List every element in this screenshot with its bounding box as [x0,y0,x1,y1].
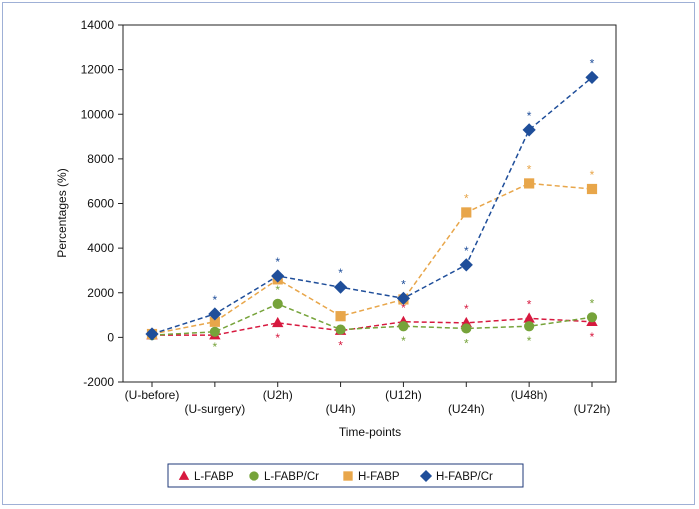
y-tick-label: -2000 [83,375,114,389]
significance-mark: * [275,283,280,297]
significance-mark: * [213,293,218,307]
significance-mark: * [527,162,532,176]
legend-marker [249,471,259,481]
significance-mark: * [590,56,595,70]
data-point [524,321,535,332]
data-point [272,298,283,310]
legend-label: L-FABP/Cr [264,471,319,483]
x-tick-label: (U48h) [511,388,548,402]
y-axis-title: Percentages (%) [55,168,69,257]
x-tick-label: (U12h) [385,388,422,402]
x-tick-label: (U-surgery) [185,402,246,416]
legend-label: H-FABP/Cr [436,471,493,483]
series-h-fabp-cr: * * * * * * * [145,56,599,341]
significance-mark: * [527,334,532,348]
x-tick-label: (U-before) [125,388,180,402]
series-line [152,317,593,336]
y-tick-label: 12000 [81,63,115,77]
data-point [209,316,220,327]
significance-mark: * [590,296,595,310]
data-point [145,327,159,341]
series-line [151,182,593,335]
series-line [151,303,593,336]
data-point [271,269,285,283]
y-tick-label: 4000 [87,241,114,255]
significance-mark: * [338,266,343,280]
significance-mark: * [338,339,343,353]
legend: L-FABP L-FABP/Cr H-FABP H-FABP/Cr [167,463,524,488]
data-point [461,207,472,218]
data-point [335,311,346,322]
significance-mark: * [590,330,595,344]
significance-mark: * [464,191,469,205]
data-point [522,123,536,137]
data-point [586,312,598,323]
significance-mark: * [464,244,469,258]
series-l-fabp-cr: * * * * * * * [146,283,598,354]
data-point [398,321,409,332]
significance-mark: * [401,334,406,348]
y-tick-label: 14000 [81,18,115,32]
x-tick-label: (U24h) [448,402,485,416]
legend-marker [419,469,433,483]
significance-mark: * [275,331,280,345]
data-point [335,324,346,335]
data-point [523,312,535,323]
x-tick-label: (U72h) [574,402,611,416]
legend-marker [343,471,353,481]
data-point [333,280,348,294]
data-point [585,70,599,85]
legend-marker [178,470,190,480]
y-tick-label: 0 [107,330,114,344]
data-point [461,323,472,334]
significance-mark: * [464,302,469,316]
x-tick-label: (U2h) [263,388,293,402]
chart-frame [2,2,695,505]
data-point [586,183,598,195]
y-tick-label: 10000 [81,107,115,121]
legend-label: H-FABP [358,471,400,483]
data-point [208,307,222,321]
significance-mark: * [527,109,532,123]
data-point [459,258,473,272]
data-point [524,178,535,189]
x-axis-title: Time-points [339,425,401,439]
y-tick-label: 6000 [87,197,114,211]
significance-mark: * [275,255,280,269]
significance-mark: * [213,340,218,354]
significance-mark: * [464,336,469,350]
y-tick-label: 2000 [87,286,114,300]
legend-label: L-FABP [194,471,234,483]
data-point [396,291,411,305]
x-tick-label: (U4h) [326,402,356,416]
significance-mark: * [401,301,406,315]
data-point [209,326,220,337]
y-tick-label: 8000 [87,152,114,166]
significance-mark: * [527,297,532,311]
significance-mark: * [401,277,406,291]
significance-mark: * [590,168,595,182]
series-line [151,76,593,335]
data-point [272,316,284,328]
